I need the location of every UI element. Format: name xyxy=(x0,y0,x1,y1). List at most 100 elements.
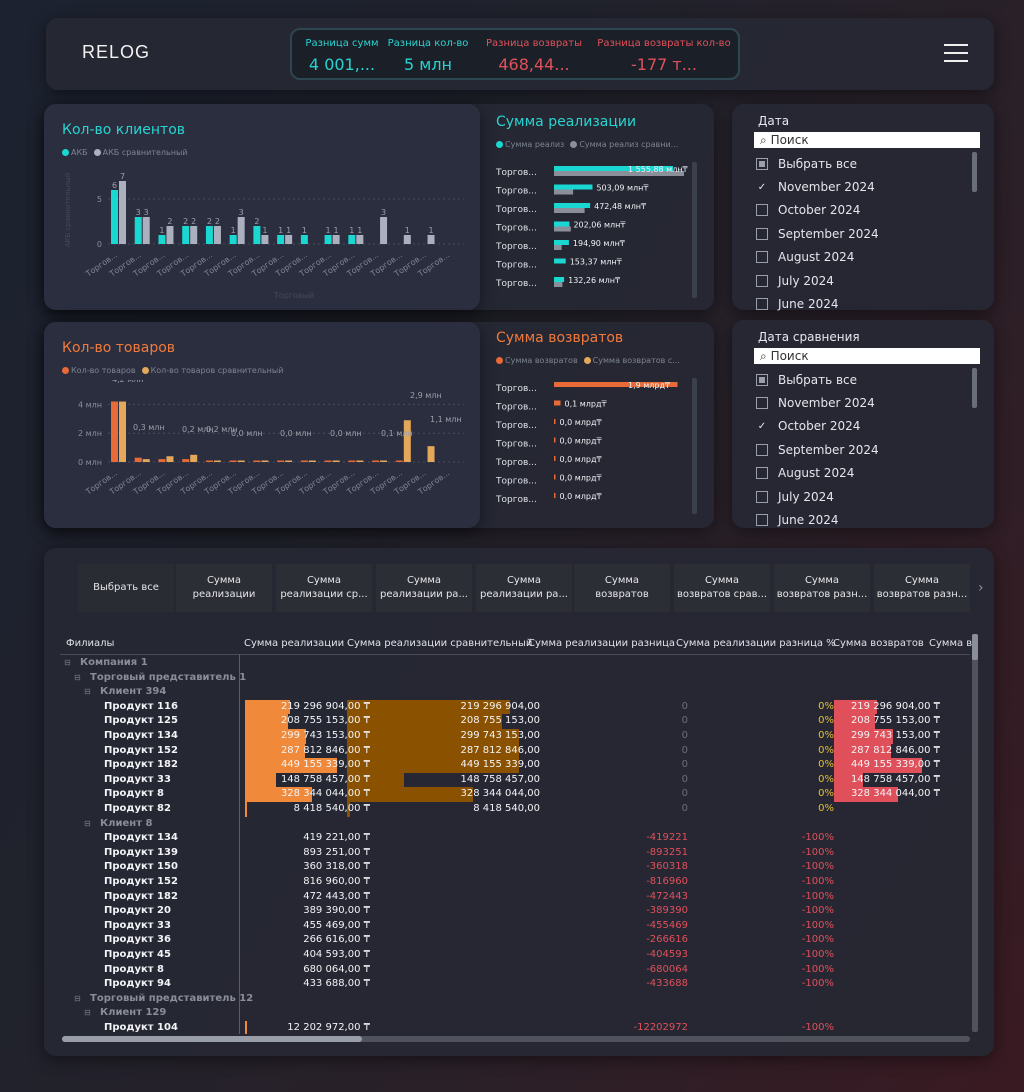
bar-primary[interactable] xyxy=(158,459,166,462)
table-row[interactable]: Продукт 94 433 688,00 ₸ -433688 -100% xyxy=(60,977,970,992)
table-row[interactable]: Продукт 182 449 155 339,00 ₸ 449 155 339,0… xyxy=(60,758,970,773)
bar-primary[interactable] xyxy=(348,235,356,244)
bar-compare[interactable] xyxy=(261,235,269,244)
slicer-item[interactable]: Выбрать все xyxy=(756,368,976,391)
bar-primary[interactable] xyxy=(182,459,190,462)
bar-compare[interactable] xyxy=(380,217,388,244)
bar-compare[interactable] xyxy=(403,420,411,462)
bar-compare[interactable] xyxy=(285,460,293,463)
slicer-item[interactable]: September 2024 xyxy=(756,222,976,245)
bar-compare[interactable] xyxy=(190,454,198,462)
table-group-row[interactable]: ⊟ Клиент 394 xyxy=(60,685,970,700)
table-row[interactable]: Продукт 45 404 593,00 ₸ -404593 -100% xyxy=(60,948,970,963)
bar-primary[interactable] xyxy=(554,437,556,443)
table-row[interactable]: Продукт 150 360 318,00 ₸ -360318 -100% xyxy=(60,860,970,875)
bar-primary[interactable] xyxy=(554,166,673,171)
bar-primary[interactable] xyxy=(324,460,332,463)
slicer-item[interactable]: June 2024 xyxy=(756,508,976,531)
bar-compare[interactable] xyxy=(332,460,340,463)
table-horizontal-scrollbar[interactable] xyxy=(62,1036,970,1042)
bar-compare[interactable] xyxy=(119,401,126,462)
slicer-search-input[interactable]: ⌕ Поиск xyxy=(754,132,980,148)
bar-primary[interactable] xyxy=(229,460,237,463)
legend-item[interactable]: Сумма возвратов xyxy=(496,356,578,365)
legend-item[interactable]: Кол-во товаров xyxy=(62,366,136,375)
hamburger-menu-icon[interactable] xyxy=(944,44,968,62)
table-row[interactable]: Продукт 33 455 469,00 ₸ -455469 -100% xyxy=(60,919,970,934)
table-row[interactable]: Продукт 116 219 296 904,00 ₸ 219 296 904,0… xyxy=(60,699,970,715)
bar-compare[interactable] xyxy=(142,459,150,462)
bar-primary[interactable] xyxy=(395,460,403,463)
slicer-item[interactable]: July 2024 xyxy=(756,269,976,292)
chevron-right-icon[interactable]: › xyxy=(978,580,984,596)
bar-primary[interactable] xyxy=(205,460,213,463)
table-row[interactable]: Продукт 82 8 418 540,00 ₸ 8 418 540,00 0 0% xyxy=(60,802,970,817)
checkbox[interactable] xyxy=(756,251,768,264)
bar-compare[interactable] xyxy=(554,189,574,195)
bar-compare[interactable] xyxy=(427,235,435,244)
bar-compare[interactable] xyxy=(166,456,174,462)
slicer-item[interactable]: August 2024 xyxy=(756,462,976,485)
checkbox[interactable] xyxy=(756,397,768,410)
bar-primary[interactable] xyxy=(158,235,166,244)
bar-compare[interactable] xyxy=(213,460,221,463)
bar-primary[interactable] xyxy=(554,382,678,387)
slicer-item[interactable]: November 2024 xyxy=(756,391,976,414)
bar-primary[interactable] xyxy=(134,457,142,462)
legend-item[interactable]: Сумма возвратов с... xyxy=(583,356,680,365)
slicer-item[interactable]: October 2024 xyxy=(756,199,976,222)
column-toggle-button[interactable]: Сумма реализации ср... xyxy=(276,564,372,612)
bar-compare[interactable] xyxy=(166,226,174,244)
sales-chart-scrollbar[interactable] xyxy=(692,162,697,298)
bar-primary[interactable] xyxy=(348,460,356,463)
bar-compare[interactable] xyxy=(554,245,562,250)
table-vertical-scrollbar[interactable] xyxy=(972,634,978,1032)
checkbox[interactable] xyxy=(756,157,768,170)
column-toggle-button[interactable]: Сумма возвратов разн... xyxy=(774,564,870,612)
column-header[interactable]: Филиалы xyxy=(66,638,115,649)
table-row[interactable]: Продукт 134 419 221,00 ₸ -419221 -100% xyxy=(60,831,970,846)
bar-primary[interactable] xyxy=(554,203,591,208)
collapse-icon[interactable]: ⊟ xyxy=(84,818,91,828)
column-toggle-button[interactable]: Сумма реализации ра... xyxy=(476,564,572,612)
collapse-icon[interactable]: ⊟ xyxy=(84,687,91,697)
bar-compare[interactable] xyxy=(190,226,198,244)
bar-compare[interactable] xyxy=(554,282,563,287)
slicer-item[interactable]: August 2024 xyxy=(756,246,976,269)
bar-primary[interactable] xyxy=(277,235,285,244)
column-header[interactable]: Сумма реализации разница % xyxy=(676,638,836,649)
column-header[interactable]: Сумма реализации сравнительный xyxy=(347,638,533,649)
legend-item[interactable]: Сумма реализ сравни... xyxy=(570,140,678,149)
bar-primary[interactable] xyxy=(554,474,556,480)
checkbox[interactable] xyxy=(756,514,768,527)
collapse-icon[interactable]: ⊟ xyxy=(64,658,71,667)
table-row[interactable]: Продукт 33 148 758 457,00 ₸ 148 758 457,00… xyxy=(60,772,970,788)
bar-primary[interactable] xyxy=(554,184,593,190)
bar-primary[interactable] xyxy=(554,277,565,282)
column-toggle-button[interactable]: Сумма возвратов разн... xyxy=(874,564,970,612)
collapse-icon[interactable]: ⊟ xyxy=(74,672,81,682)
bar-compare[interactable] xyxy=(554,208,585,213)
slicer-item[interactable]: ✓ November 2024 xyxy=(756,175,976,198)
bar-primary[interactable] xyxy=(554,400,561,406)
slicer-item[interactable]: ✓ October 2024 xyxy=(756,415,976,438)
slicer-item[interactable]: Выбрать все xyxy=(756,152,976,175)
slicer-scrollbar[interactable] xyxy=(972,152,977,192)
checkmark-icon[interactable]: ✓ xyxy=(757,181,767,193)
bar-primary[interactable] xyxy=(111,190,118,244)
table-row[interactable]: Продукт 152 816 960,00 ₸ -816960 -100% xyxy=(60,875,970,890)
checkbox[interactable] xyxy=(756,443,768,456)
column-toggle-button[interactable]: Сумма реализации xyxy=(176,564,272,612)
bar-primary[interactable] xyxy=(554,221,570,227)
table-group-row[interactable]: ⊟ Компания 1 xyxy=(60,656,970,671)
table-row[interactable]: Продукт 8 328 344 044,00 ₸ 328 344 044,00 0… xyxy=(60,787,970,802)
bar-compare[interactable] xyxy=(237,460,245,463)
table-group-row[interactable]: ⊟ Торговый представитель 12 xyxy=(60,992,970,1007)
bar-compare[interactable] xyxy=(356,235,364,244)
bar-compare[interactable] xyxy=(308,460,316,463)
bar-compare[interactable] xyxy=(554,226,571,232)
checkbox[interactable] xyxy=(756,490,768,503)
column-toggle-button[interactable]: Сумма реализации ра... xyxy=(376,564,472,612)
checkbox[interactable] xyxy=(756,204,768,217)
legend-item[interactable]: АКБ xyxy=(62,148,88,157)
